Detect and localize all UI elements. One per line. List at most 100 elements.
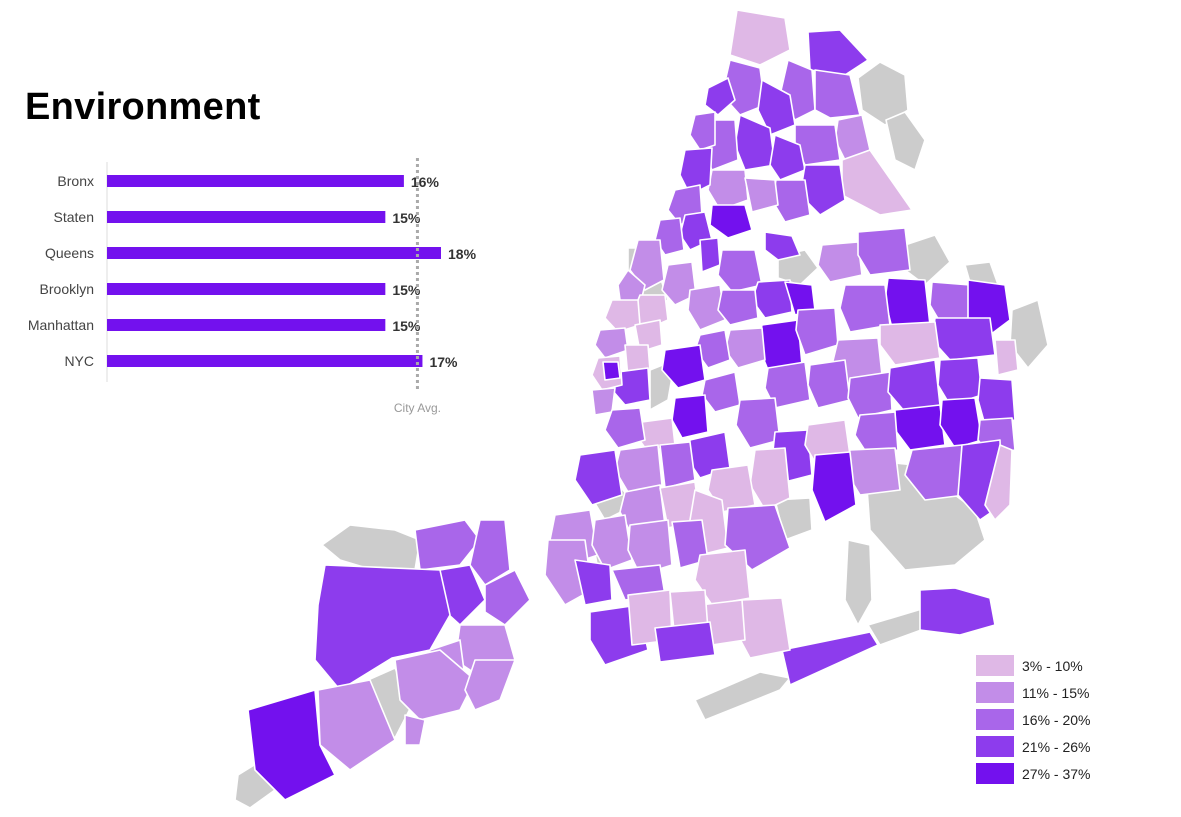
queens-douglaston <box>884 277 931 329</box>
queens-hollis <box>931 317 996 361</box>
staten-great-kills <box>394 649 476 721</box>
manhattan-upper-west-side <box>629 239 665 291</box>
east-queens-gray <box>1009 299 1049 369</box>
legend-label: 3% - 10% <box>1022 657 1083 674</box>
queens-richmond-hill <box>847 371 893 419</box>
bronx-parkchester <box>794 124 841 166</box>
bronx-riverdale <box>729 9 791 66</box>
pelham-bay-area <box>885 111 926 171</box>
borough-bar-chart: Bronx 16% Staten 15% Queens 18% Brooklyn 15% Man… <box>28 158 477 415</box>
queens-rockaway-mid <box>781 631 879 686</box>
queens-woodhaven <box>807 359 851 409</box>
queens-elmhurst <box>757 319 803 371</box>
brooklyn-starrett <box>811 451 857 523</box>
manhattan-greenwich <box>594 327 629 359</box>
bar-category-label: Manhattan <box>28 317 94 333</box>
queens-queens-village <box>994 339 1019 376</box>
legend-item: 27% - 37% <box>976 760 1090 787</box>
map-legend: 3% - 10% 11% - 15% 16% - 20% 21% - 26% 27% -… <box>976 652 1090 787</box>
bar <box>107 355 423 367</box>
queens-bayside <box>857 227 911 276</box>
brooklyn-bath-beach <box>574 559 613 606</box>
manhattan-east-harlem <box>699 237 721 273</box>
legend-swatch <box>976 655 1014 676</box>
legend-swatch <box>976 736 1014 757</box>
brooklyn-east-new-york <box>735 397 781 449</box>
legend-item: 16% - 20% <box>976 706 1090 733</box>
queens-flushing <box>817 241 863 283</box>
queens-maspeth <box>724 327 766 369</box>
bronx-tremont <box>769 134 806 181</box>
bronx-mott-haven <box>709 204 753 239</box>
staten-princes-bay <box>404 714 426 746</box>
manhattan-morningside <box>654 217 685 256</box>
bronx-bedford-park <box>757 79 796 136</box>
bronx-melrose <box>744 177 779 213</box>
queens-springfield <box>939 397 983 449</box>
queens-rockaway-east <box>919 587 996 636</box>
staten-stapleton <box>484 569 531 626</box>
queens-sunnyside <box>717 289 759 326</box>
legend-label: 11% - 15% <box>1022 684 1090 701</box>
manhattan-inwood <box>704 77 736 116</box>
legend-label: 27% - 37% <box>1022 765 1091 782</box>
legend-label: 21% - 26% <box>1022 738 1091 755</box>
rockaway-west-gray <box>694 671 791 721</box>
brooklyn-bedford-stuyvesant <box>671 394 709 439</box>
bronx-wakefield <box>807 29 869 76</box>
northeast-queens-gray <box>904 234 951 286</box>
queens-laurelton-south <box>904 444 966 501</box>
manhattan-chelsea <box>604 299 641 333</box>
queens-fresh-meadows <box>839 284 891 333</box>
brooklyn-bushwick <box>701 371 741 413</box>
queens-far-east <box>984 444 1013 521</box>
bar-category-label: Queens <box>45 245 94 261</box>
brooklyn-williamsburg <box>661 344 706 389</box>
manhattan-chinatown <box>602 361 621 381</box>
queens-astoria-north <box>764 231 801 261</box>
brooklyn-brooklyn-heights <box>604 407 646 449</box>
broad-channel-area <box>844 539 873 626</box>
queens-long-island-city <box>687 284 726 331</box>
bar-value-label: 15% <box>392 282 421 298</box>
laguardia-area <box>777 249 819 286</box>
brooklyn-prospect-park <box>659 441 696 489</box>
bar-category-label: Brooklyn <box>40 281 94 297</box>
bar-category-label: Staten <box>54 209 94 225</box>
queens-jamaica <box>887 359 941 413</box>
bar-value-label: 15% <box>392 210 421 226</box>
bronx-park-area <box>857 61 909 126</box>
brooklyn-dyker-heights <box>591 514 633 571</box>
manhattan-washington-heights-north <box>689 111 716 151</box>
bar-category-label: NYC <box>64 353 94 369</box>
bar-category-label: Bronx <box>57 173 94 189</box>
bar <box>107 175 404 187</box>
queens-ridgewood <box>764 361 811 409</box>
bar-value-label: 17% <box>429 354 458 370</box>
brooklyn-fort-hamilton <box>544 539 593 606</box>
brooklyn-park-slope <box>614 444 663 493</box>
brooklyn-coney-island <box>654 621 716 663</box>
bronx-eastchester <box>814 69 861 119</box>
queens-south-jamaica <box>894 404 946 451</box>
brooklyn-canarsie <box>749 447 791 511</box>
staten-new-dorp <box>464 659 516 711</box>
bar-value-label: 16% <box>411 174 440 190</box>
legend-swatch <box>976 709 1014 730</box>
queens-kew-gardens <box>879 321 941 366</box>
bar <box>107 283 386 295</box>
page-title: Environment <box>25 86 261 128</box>
brooklyn-sunset-park <box>574 449 623 506</box>
legend-item: 3% - 10% <box>976 652 1090 679</box>
legend-swatch <box>976 682 1014 703</box>
bar <box>107 319 386 331</box>
bar <box>107 247 441 259</box>
bar-value-label: 15% <box>392 318 421 334</box>
queens-corona <box>795 307 839 356</box>
staten-mariners-harbor <box>414 519 481 571</box>
legend-label: 16% - 20% <box>1022 711 1091 728</box>
legend-item: 11% - 15% <box>976 679 1090 706</box>
manhattan-upper-east-side <box>661 261 697 306</box>
manhattan-murray-hill <box>634 319 663 353</box>
